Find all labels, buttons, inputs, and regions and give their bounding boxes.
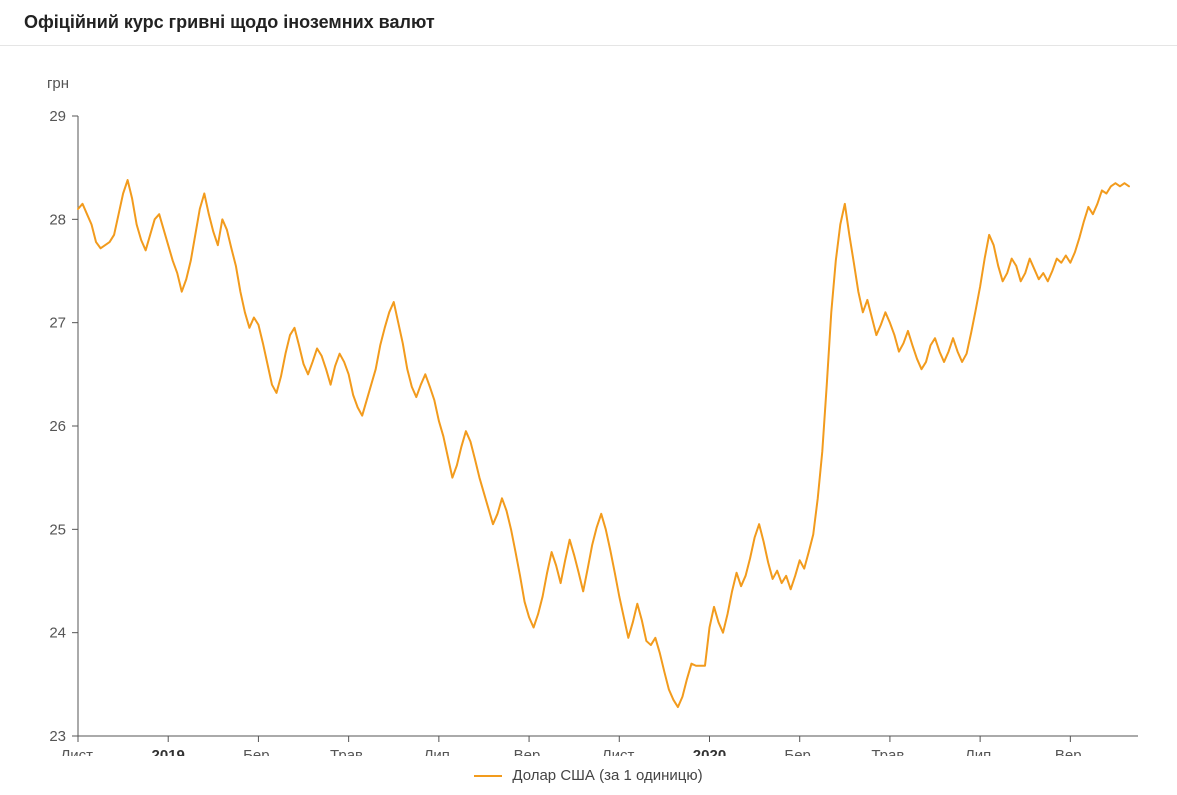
chart-svg: 23 24 25 26 27 28 29 грн Лист. 2019 Бер. Трав. Лип. В… <box>0 46 1177 756</box>
page-root: Офіційний курс гривні щодо іноземних вал… <box>0 0 1177 795</box>
svg-text:2020: 2020 <box>693 747 726 756</box>
svg-text:Лист.: Лист. <box>602 747 637 756</box>
svg-text:29: 29 <box>49 108 66 125</box>
svg-text:Лип.: Лип. <box>965 747 996 756</box>
svg-text:2019: 2019 <box>152 747 185 756</box>
svg-text:26: 26 <box>49 418 66 435</box>
legend-swatch <box>474 775 502 777</box>
svg-text:25: 25 <box>49 521 66 538</box>
svg-text:Вер.: Вер. <box>514 747 545 756</box>
svg-text:23: 23 <box>49 728 66 745</box>
chart-title: Офіційний курс гривні щодо іноземних вал… <box>0 0 1177 46</box>
svg-text:27: 27 <box>49 315 66 332</box>
svg-text:24: 24 <box>49 625 66 642</box>
svg-text:Бер.: Бер. <box>243 747 274 756</box>
svg-text:Трав.: Трав. <box>871 747 908 756</box>
svg-text:Бер.: Бер. <box>784 747 815 756</box>
svg-text:Лист.: Лист. <box>60 747 95 756</box>
svg-text:28: 28 <box>49 211 66 228</box>
svg-text:грн: грн <box>47 75 69 92</box>
legend-label: Долар США (за 1 одиницю) <box>512 767 702 784</box>
svg-text:Лип.: Лип. <box>424 747 455 756</box>
svg-text:Вер.: Вер. <box>1055 747 1086 756</box>
series-line <box>78 180 1129 707</box>
chart-area: 23 24 25 26 27 28 29 грн Лист. 2019 Бер. Трав. Лип. В… <box>0 46 1177 761</box>
svg-text:Трав.: Трав. <box>330 747 367 756</box>
legend: Долар США (за 1 одиницю) <box>0 761 1177 784</box>
